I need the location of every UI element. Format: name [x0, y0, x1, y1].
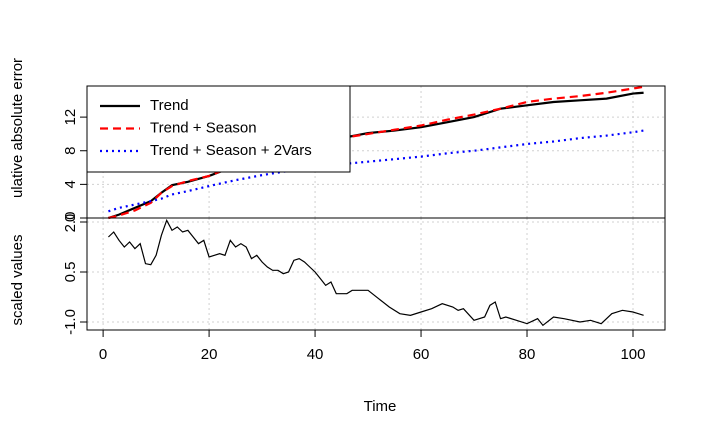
- y-axis-label: scaled values: [9, 235, 26, 326]
- x-tick-label: 0: [99, 346, 107, 363]
- line-series: [108, 129, 644, 213]
- plot-frame: [86, 217, 666, 331]
- x-axis-label: Time: [364, 398, 397, 415]
- x-tick-label: 40: [307, 346, 324, 363]
- x-tick-label: 100: [620, 346, 645, 363]
- y-tick-label: 8: [62, 147, 79, 155]
- legend-label: Trend + Season + 2Vars: [150, 142, 312, 159]
- y-axis-label: ulative absolute error: [9, 58, 26, 198]
- line-series: [107, 218, 644, 327]
- y-tick-label: -1.0: [62, 309, 79, 335]
- y-tick-label: 12: [62, 109, 79, 126]
- y-tick-label: 0.5: [62, 262, 79, 283]
- x-tick-label: 80: [519, 346, 536, 363]
- legend-label: Trend: [150, 97, 189, 114]
- y-tick-label: 2.0: [62, 212, 79, 233]
- y-tick-label: 0: [62, 214, 79, 222]
- x-tick-label: 20: [201, 346, 218, 363]
- y-tick-label: 4: [62, 180, 79, 188]
- x-tick-label: 60: [413, 346, 430, 363]
- legend-label: Trend + Season: [150, 119, 257, 136]
